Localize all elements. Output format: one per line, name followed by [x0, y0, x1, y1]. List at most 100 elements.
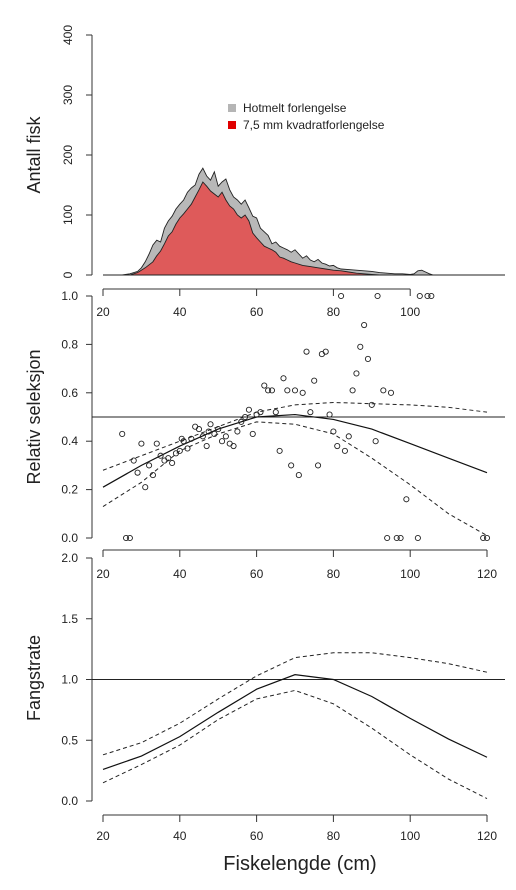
data-point	[303, 348, 310, 355]
data-point	[195, 426, 203, 433]
x-tick-label: 100	[400, 567, 420, 581]
data-point	[169, 459, 176, 467]
data-point	[291, 387, 299, 394]
data-point	[393, 534, 400, 542]
data-point	[338, 292, 345, 300]
data-point	[188, 435, 195, 442]
x-axis-label: Fiskelengde (cm)	[223, 853, 376, 875]
data-point	[372, 438, 379, 445]
data-point	[345, 433, 352, 440]
y-tick-label: 300	[61, 85, 75, 105]
data-point	[416, 292, 423, 300]
data-point	[234, 428, 241, 435]
relative-selection-panel: 0.0 0.2 0.4 0.6 0.8 1.0 Relativ seleksjon 20 40 6…	[24, 289, 505, 581]
x-tick-label: 80	[327, 829, 341, 843]
data-point	[424, 292, 431, 300]
data-point	[318, 351, 325, 358]
catch-rate-panel: 0.0 0.5 1.0 1.5 2.0 Fangstrate 20 40 60 80 100 120	[24, 551, 505, 843]
data-point	[334, 442, 341, 450]
data-point	[268, 387, 276, 394]
data-point	[364, 355, 372, 362]
x-tick-label: 100	[400, 305, 420, 319]
x-tick-label: 40	[173, 567, 187, 581]
histogram-panel: 0 100 200 300 400 Antall fisk 20 40 60 80 100 Hotme…	[24, 25, 505, 319]
data-point	[280, 375, 287, 382]
x-tick-label: 20	[96, 305, 110, 319]
x-tick-label: 80	[327, 305, 341, 319]
x-tick-label: 40	[173, 305, 187, 319]
data-point	[138, 440, 145, 447]
data-point	[218, 438, 226, 445]
data-point	[215, 426, 222, 433]
data-point	[211, 430, 218, 437]
x-tick-label: 20	[96, 567, 110, 581]
upper-ci-line	[102, 401, 488, 471]
fit-line	[102, 674, 488, 770]
data-point	[361, 321, 368, 329]
data-point	[249, 430, 256, 437]
data-point	[184, 445, 191, 452]
data-point	[226, 440, 233, 447]
data-point	[203, 442, 210, 450]
data-point	[119, 430, 126, 437]
data-point	[165, 455, 172, 462]
data-point	[276, 447, 283, 454]
data-point	[238, 418, 245, 425]
data-point	[349, 387, 356, 394]
data-point	[199, 433, 206, 440]
data-point	[265, 387, 272, 394]
data-point	[403, 496, 410, 503]
data-point	[288, 462, 295, 469]
data-point	[126, 534, 133, 542]
data-point	[142, 484, 149, 491]
data-point	[480, 534, 487, 542]
legend-label: Hotmelt forlengelse	[243, 101, 347, 115]
data-point	[222, 433, 229, 440]
data-point	[322, 348, 329, 355]
data-point	[368, 401, 375, 408]
x-tick-label: 60	[250, 829, 264, 843]
lower-ci-line	[102, 421, 488, 537]
data-point	[130, 457, 137, 464]
data-point	[284, 387, 291, 394]
data-point	[176, 447, 183, 454]
upper-ci-line	[102, 652, 488, 756]
y-tick-label: 1.0	[61, 289, 78, 303]
data-point	[146, 462, 153, 469]
data-point	[207, 421, 214, 428]
x-tick-label: 60	[250, 305, 264, 319]
data-point	[380, 387, 387, 394]
x-tick-label: 80	[327, 567, 341, 581]
data-point	[161, 457, 168, 464]
legend-swatch	[228, 104, 236, 112]
data-point	[414, 534, 421, 542]
y-tick-label: 2.0	[61, 551, 78, 565]
x-tick-label: 100	[400, 829, 420, 843]
data-point	[384, 534, 391, 542]
y-axis-label: Relativ seleksjon	[24, 349, 44, 484]
data-point	[357, 343, 364, 350]
y-tick-label: 0.4	[61, 434, 78, 448]
data-point	[157, 452, 164, 459]
data-point	[295, 472, 302, 479]
fit-line	[102, 413, 488, 488]
legend-label: 7,5 mm kvadratforlengelse	[243, 118, 385, 132]
data-point	[242, 413, 249, 421]
y-tick-label: 0.8	[61, 337, 78, 351]
y-tick-label: 0.5	[61, 733, 78, 747]
y-axis-label: Antall fisk	[24, 115, 44, 193]
data-point	[192, 423, 199, 430]
x-tick-label: 120	[477, 567, 497, 581]
y-tick-label: 1.0	[61, 673, 78, 687]
data-point	[172, 450, 180, 457]
data-point	[330, 428, 337, 435]
data-point	[307, 409, 314, 416]
data-point	[122, 534, 130, 542]
data-point	[341, 447, 348, 454]
data-point	[272, 409, 279, 416]
data-point	[326, 411, 333, 418]
data-point	[397, 534, 404, 542]
data-point	[180, 438, 187, 445]
data-point	[153, 440, 160, 447]
